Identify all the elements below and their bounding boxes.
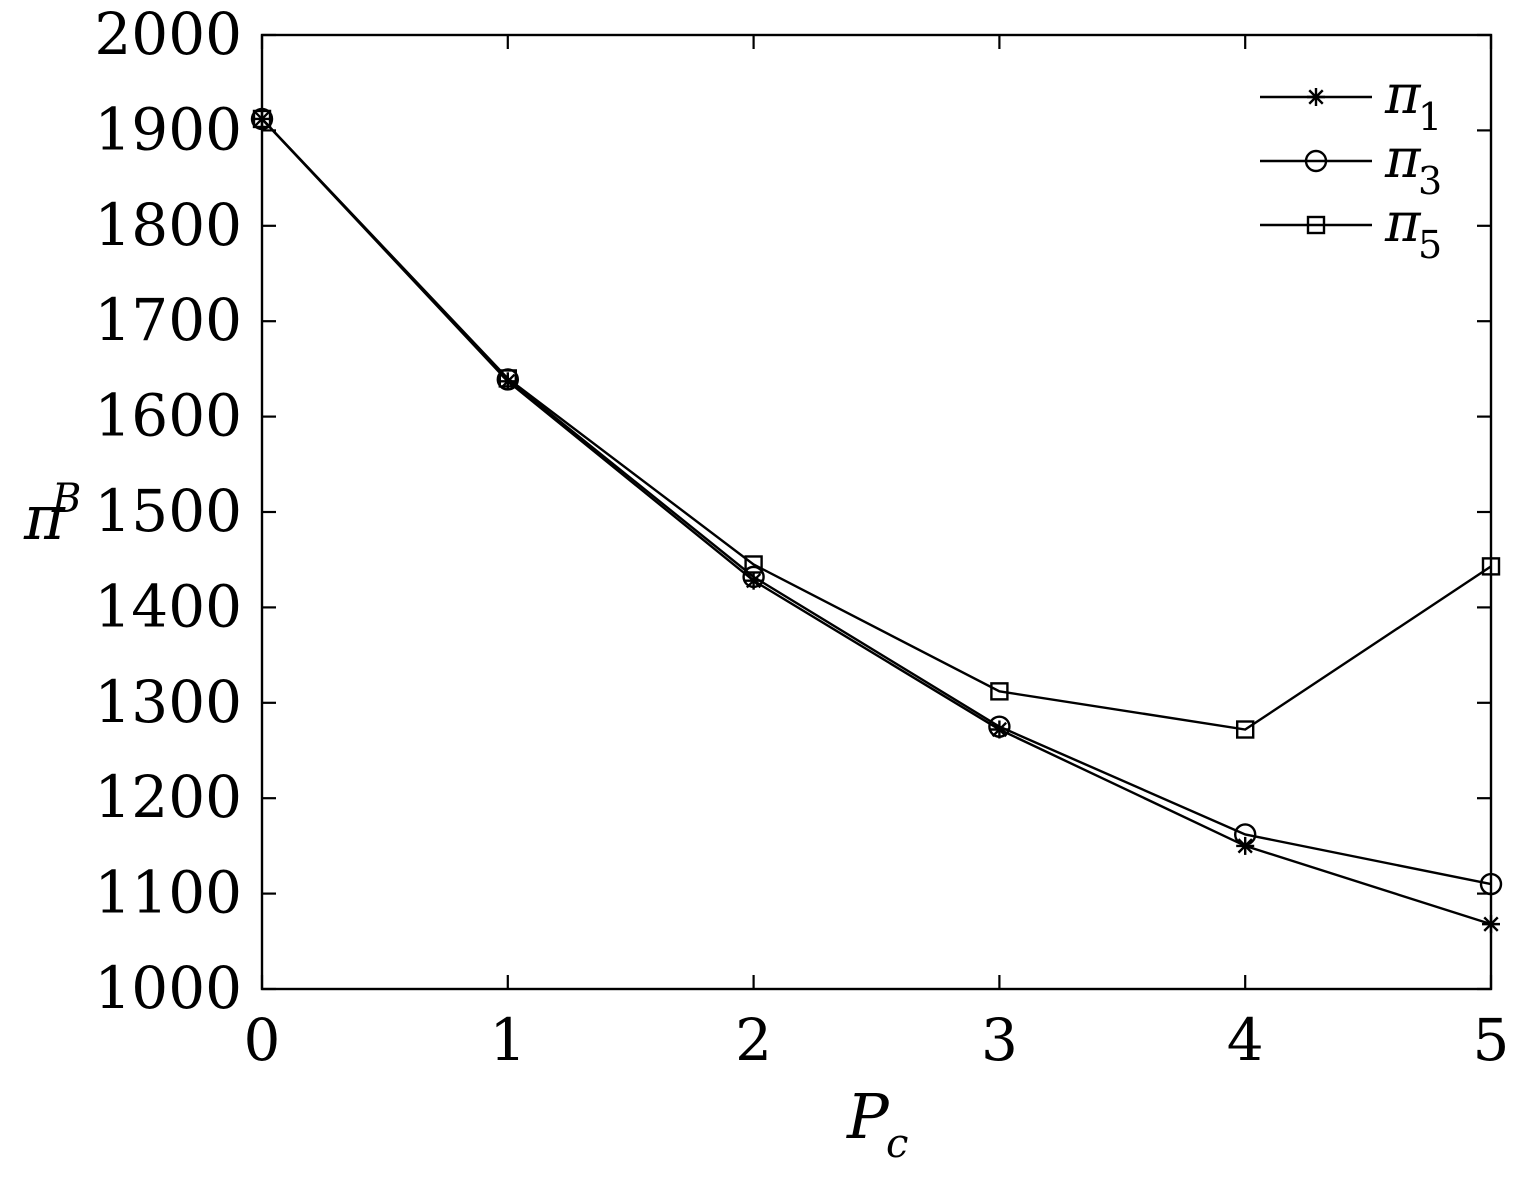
legend-label: π <box>1384 63 1422 126</box>
x-axis-title-main: P <box>846 1080 890 1153</box>
plot-frame <box>260 33 1493 991</box>
data-point-star <box>1307 88 1325 106</box>
data-point-circle <box>988 715 1011 738</box>
legend-label-sub: 5 <box>1418 223 1442 267</box>
x-axis-title: P c <box>846 1080 908 1167</box>
x-tick-label: 3 <box>981 1006 1018 1074</box>
series-2 <box>252 109 1501 739</box>
legend-entry: π5 <box>1260 191 1442 267</box>
y-axis-title: π B <box>23 476 81 554</box>
legend-label: π <box>1384 127 1422 190</box>
series-line <box>261 118 1492 731</box>
ticks-layer: 0 1 2 3 4 5 1000 1100 1200 1300 1400 1500 1600 1700 18… <box>94 0 1509 1074</box>
data-point-square <box>1235 720 1255 739</box>
x-axis-title-sub: c <box>886 1121 908 1167</box>
series-1 <box>250 107 1503 896</box>
data-point-circle <box>742 565 765 589</box>
legend-entry: π3 <box>1260 127 1442 203</box>
y-tick-label: 1200 <box>94 763 242 831</box>
y-tick-label: 1600 <box>94 382 242 450</box>
y-tick-label: 1400 <box>94 572 242 640</box>
y-tick-label: 2000 <box>94 0 242 68</box>
y-tick-label: 1000 <box>94 954 242 1022</box>
x-tick-label: 4 <box>1227 1006 1264 1074</box>
series-line <box>261 118 1492 886</box>
y-axis-title-main: π <box>23 481 66 554</box>
y-tick-label: 1900 <box>94 95 242 163</box>
y-tick-label: 1800 <box>94 191 242 259</box>
series-layer <box>250 107 1503 934</box>
x-tick-label: 1 <box>489 1006 526 1074</box>
data-point-star <box>1236 836 1255 855</box>
legend-label-sub: 3 <box>1418 159 1442 203</box>
legend-entry: π1 <box>1260 63 1442 139</box>
x-tick-label: 0 <box>244 1006 281 1074</box>
data-point-circle <box>1304 149 1328 173</box>
legend-label-sub: 1 <box>1418 95 1442 139</box>
x-tick-label: 2 <box>735 1006 772 1074</box>
data-point-square <box>744 555 763 574</box>
y-axis-title-sub: B <box>51 476 81 522</box>
x-tick-label: 5 <box>1473 1006 1510 1074</box>
data-point-square <box>990 682 1009 701</box>
y-tick-label: 1500 <box>94 477 242 545</box>
legend-label: π <box>1384 191 1422 254</box>
data-point-circle <box>1233 823 1257 846</box>
series-line <box>261 118 1492 926</box>
y-tick-label: 1300 <box>94 668 242 736</box>
data-point-square <box>1306 215 1326 235</box>
y-tick-label: 1100 <box>94 859 242 927</box>
y-tick-label: 1700 <box>94 286 242 354</box>
data-point-square <box>498 369 517 388</box>
